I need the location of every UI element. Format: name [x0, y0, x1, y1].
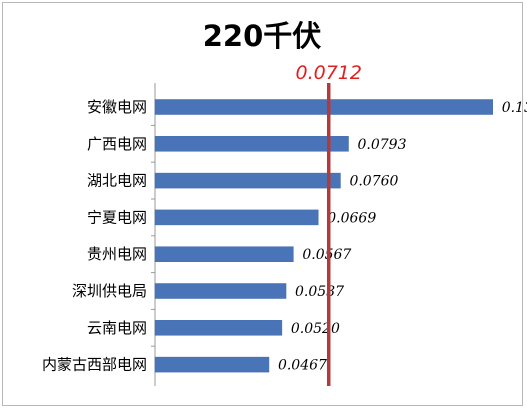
bar	[154, 320, 283, 336]
bar	[154, 356, 270, 373]
bar	[154, 209, 319, 226]
data-label: 0.0760	[349, 174, 398, 190]
chart-title: 220千伏	[203, 19, 322, 53]
category-label: 贵州电网	[87, 245, 147, 263]
label-layer: 安徽电网 0.1384 广西电网 0.0793 湖北电网 0.0760 宁夏电网 0.0669…	[42, 98, 527, 374]
reference-line-label: 0.0712	[295, 62, 361, 84]
category-label: 宁夏电网	[87, 208, 147, 226]
bar	[154, 246, 294, 262]
category-label: 广西电网	[87, 135, 147, 153]
reference-layer: 0.0712	[295, 62, 362, 386]
bar-layer	[154, 99, 493, 373]
bar	[154, 99, 493, 115]
data-label: 0.1384	[502, 100, 527, 116]
data-label: 0.0520	[291, 321, 340, 337]
bar	[154, 283, 287, 299]
chart-frame	[2, 2, 523, 406]
data-label: 0.0537	[295, 284, 344, 300]
data-label: 0.0567	[302, 247, 351, 263]
data-label: 0.0793	[357, 137, 406, 153]
data-label: 0.0669	[327, 210, 376, 226]
category-label: 内蒙古西部电网	[42, 356, 147, 374]
bar	[154, 136, 349, 152]
axis-layer	[151, 83, 156, 386]
category-label: 云南电网	[87, 319, 147, 337]
bar	[154, 172, 341, 189]
data-label: 0.0467	[278, 358, 327, 374]
category-label: 深圳供电局	[72, 282, 147, 300]
category-label: 安徽电网	[87, 98, 147, 116]
category-label: 湖北电网	[87, 172, 147, 190]
